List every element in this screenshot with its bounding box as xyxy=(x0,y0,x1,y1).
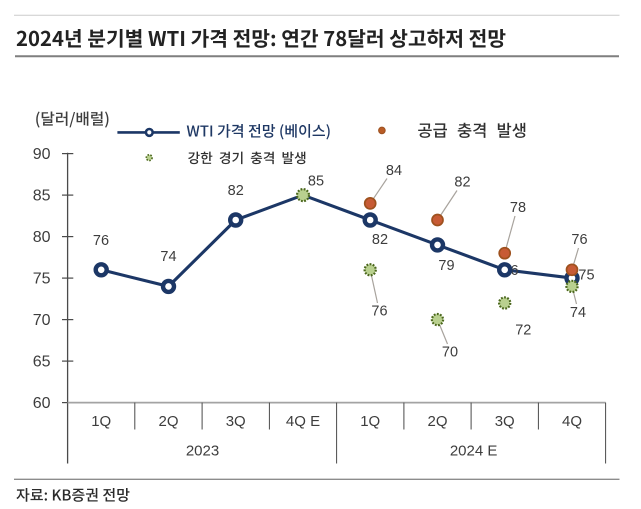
svg-text:2023: 2023 xyxy=(186,443,219,460)
svg-text:80: 80 xyxy=(33,229,51,246)
svg-text:74: 74 xyxy=(570,305,586,321)
svg-text:82: 82 xyxy=(372,232,388,248)
svg-text:60: 60 xyxy=(33,395,51,412)
svg-text:4Q: 4Q xyxy=(562,413,582,430)
svg-text:70: 70 xyxy=(33,312,51,329)
svg-text:84: 84 xyxy=(386,163,402,179)
svg-text:76: 76 xyxy=(371,304,387,320)
svg-text:4Q E: 4Q E xyxy=(286,413,320,430)
svg-text:2024 E: 2024 E xyxy=(450,443,498,460)
svg-text:90: 90 xyxy=(33,146,51,163)
svg-text:76: 76 xyxy=(93,233,109,249)
svg-text:2Q: 2Q xyxy=(158,413,178,430)
svg-text:1Q: 1Q xyxy=(360,413,380,430)
svg-text:79: 79 xyxy=(438,258,454,274)
svg-text:72: 72 xyxy=(515,323,531,339)
svg-text:2Q: 2Q xyxy=(427,413,447,430)
svg-text:3Q: 3Q xyxy=(495,413,515,430)
svg-text:78: 78 xyxy=(510,200,526,216)
svg-text:70: 70 xyxy=(442,345,458,361)
svg-text:82: 82 xyxy=(454,175,470,191)
svg-text:1Q: 1Q xyxy=(91,413,111,430)
svg-text:82: 82 xyxy=(228,183,244,199)
svg-text:65: 65 xyxy=(33,354,51,371)
svg-text:85: 85 xyxy=(33,188,51,205)
svg-text:3Q: 3Q xyxy=(226,413,246,430)
svg-text:85: 85 xyxy=(308,174,324,190)
svg-text:75: 75 xyxy=(578,268,594,284)
svg-text:74: 74 xyxy=(160,249,176,265)
svg-text:76: 76 xyxy=(571,232,587,248)
svg-text:75: 75 xyxy=(33,271,51,288)
